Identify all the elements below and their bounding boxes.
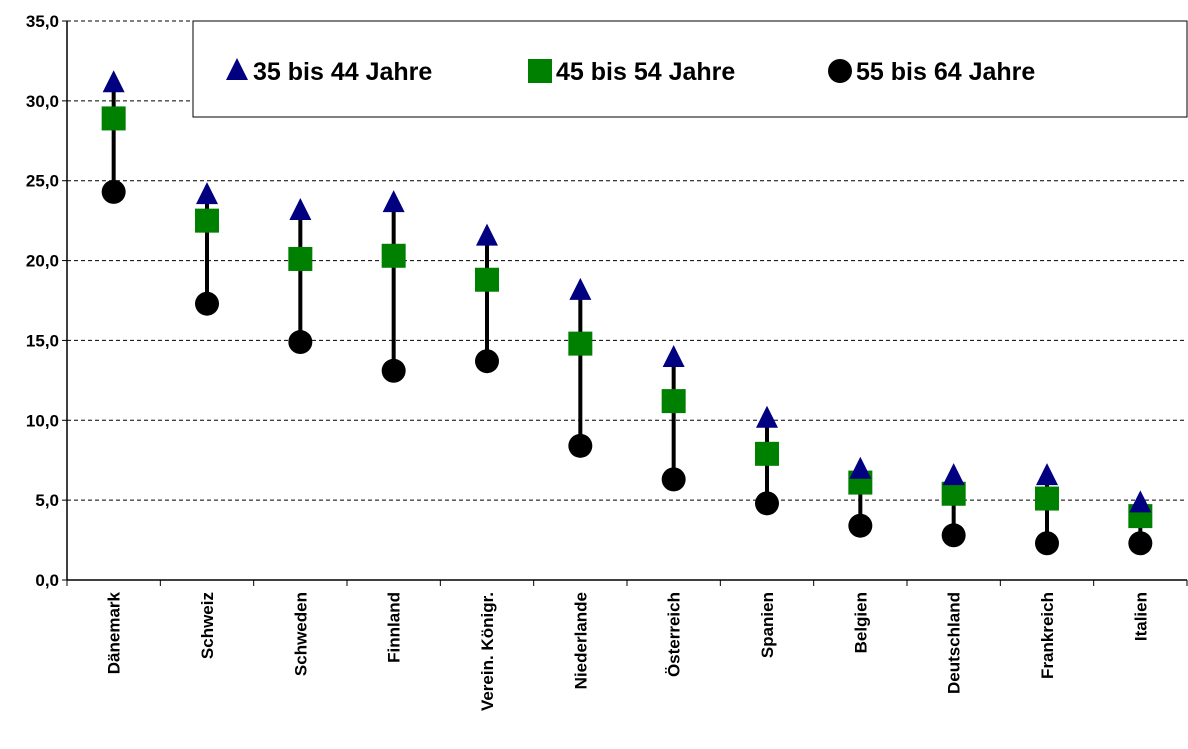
x-tick-label: Finnland bbox=[385, 592, 404, 663]
point bbox=[756, 405, 778, 428]
point bbox=[1036, 463, 1058, 486]
x-tick-label: Niederlande bbox=[571, 592, 590, 689]
point bbox=[568, 331, 593, 356]
point bbox=[1128, 531, 1153, 556]
y-tick-label: 0,0 bbox=[35, 571, 59, 590]
point bbox=[381, 358, 406, 383]
point bbox=[755, 491, 779, 516]
y-tick-label: 15,0 bbox=[26, 331, 59, 350]
point bbox=[102, 70, 125, 93]
y-tick-label: 25,0 bbox=[26, 172, 59, 191]
point bbox=[475, 267, 499, 292]
point bbox=[101, 179, 126, 204]
x-tick-label: Deutschland bbox=[945, 592, 964, 694]
legend-label: 35 bis 44 Jahre bbox=[253, 58, 432, 86]
x-tick-label: Belgien bbox=[851, 592, 870, 653]
point bbox=[381, 243, 406, 268]
legend bbox=[192, 20, 1188, 118]
legend-label: 45 bis 54 Jahre bbox=[556, 58, 735, 86]
point bbox=[1129, 490, 1152, 513]
point bbox=[475, 349, 499, 374]
x-tick-label: Schweden bbox=[291, 592, 310, 676]
point bbox=[288, 246, 313, 271]
point bbox=[195, 291, 219, 316]
legend-marker bbox=[528, 59, 552, 83]
y-tick-label: 10,0 bbox=[26, 411, 59, 430]
point bbox=[196, 182, 218, 205]
legend-label: 55 bis 64 Jahre bbox=[856, 58, 1035, 86]
point bbox=[941, 523, 966, 548]
x-tick-label: Italien bbox=[1131, 592, 1150, 641]
y-tick-label: 5,0 bbox=[35, 491, 59, 510]
point bbox=[848, 513, 873, 538]
x-tick-label: Dänemark bbox=[105, 591, 124, 674]
point bbox=[849, 456, 872, 479]
point bbox=[941, 481, 966, 506]
legend-marker bbox=[226, 58, 248, 80]
point bbox=[661, 467, 686, 492]
x-tick-label: Spanien bbox=[758, 592, 777, 658]
point bbox=[942, 463, 965, 486]
legend-marker bbox=[828, 59, 852, 83]
point bbox=[568, 433, 593, 458]
point bbox=[476, 223, 498, 246]
point bbox=[288, 330, 313, 355]
point bbox=[101, 106, 126, 131]
point bbox=[382, 190, 405, 213]
point bbox=[1035, 486, 1059, 511]
point bbox=[662, 344, 685, 367]
point bbox=[1035, 531, 1059, 556]
y-tick-label: 20,0 bbox=[26, 252, 59, 271]
x-tick-label: Verein. Königr. bbox=[478, 592, 497, 711]
point bbox=[195, 208, 219, 233]
point bbox=[289, 198, 312, 221]
x-tick-label: Österreich bbox=[665, 592, 684, 677]
point bbox=[569, 277, 592, 300]
point bbox=[661, 389, 686, 414]
y-tick-label: 35,0 bbox=[26, 12, 59, 31]
point bbox=[755, 441, 779, 466]
y-tick-label: 30,0 bbox=[26, 92, 59, 111]
x-tick-label: Schweiz bbox=[198, 592, 217, 659]
x-tick-label: Frankreich bbox=[1038, 592, 1057, 679]
